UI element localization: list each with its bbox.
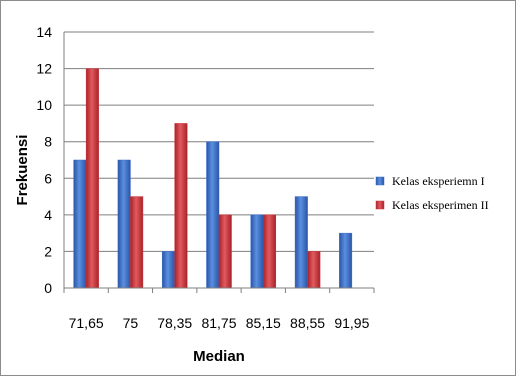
x-tick-label: 85,15	[246, 315, 281, 331]
y-tick-label: 4	[44, 207, 52, 223]
bar-series-1	[250, 214, 264, 289]
legend: Kelas eksperiemn I Kelas eksperimen II	[375, 174, 489, 212]
x-tick-label: 71,65	[69, 315, 104, 331]
legend-swatch	[375, 200, 385, 210]
x-axis-title: Median	[193, 348, 245, 365]
bar-series-1	[117, 159, 131, 289]
axes	[63, 32, 375, 293]
y-tick-label: 0	[44, 280, 52, 296]
x-tick-label: 91,95	[334, 315, 369, 331]
bar-series-1	[161, 251, 175, 289]
y-tick-label: 6	[44, 170, 52, 186]
y-tick-label: 2	[44, 243, 52, 259]
y-tick-label: 10	[36, 97, 52, 113]
bar-series-2	[85, 68, 99, 289]
bar-series-1	[206, 141, 220, 289]
bar-series-2	[263, 214, 277, 289]
x-tick-label: 75	[123, 315, 139, 331]
bar-series-1	[294, 196, 308, 289]
bar-series-2	[307, 251, 321, 289]
bar-series-1	[73, 159, 87, 289]
legend-label: Kelas eksperimen II	[392, 198, 489, 212]
bar-series-2	[174, 123, 188, 289]
bar-series-1	[339, 232, 353, 289]
bar-series-2	[130, 196, 144, 289]
x-tick-label: 78,35	[157, 315, 192, 331]
y-tick-label: 12	[36, 61, 52, 77]
legend-label: Kelas eksperiemn I	[392, 174, 485, 188]
y-axis-title: Frekuensi	[14, 135, 31, 206]
y-tick-label: 8	[44, 134, 52, 150]
legend-swatch	[375, 176, 385, 186]
tick-labels: 0 2 4 6 8 10 12 14 71,65 75 78,35 81,75 85,15 88,55 91…	[36, 24, 369, 331]
x-tick-label: 88,55	[290, 315, 325, 331]
y-tick-label: 14	[36, 24, 52, 40]
bar-series-2	[218, 214, 232, 289]
gridlines	[64, 31, 374, 252]
x-tick-label: 81,75	[201, 315, 236, 331]
bars	[73, 68, 353, 289]
